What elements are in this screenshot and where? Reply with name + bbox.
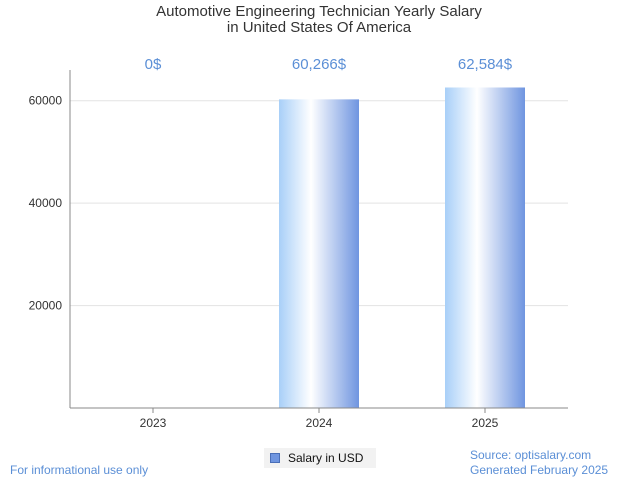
legend[interactable]: Salary in USD bbox=[264, 448, 376, 468]
x-tick-label: 2025 bbox=[472, 416, 499, 430]
x-tick-label: 2024 bbox=[306, 416, 333, 430]
data-label: 60,266$ bbox=[292, 56, 347, 73]
footer-note: For informational use only bbox=[10, 463, 149, 477]
data-label: 0$ bbox=[145, 56, 162, 73]
footer-source: Source: optisalary.com bbox=[470, 448, 592, 462]
y-tick-label: 60000 bbox=[29, 94, 63, 108]
bar bbox=[279, 99, 359, 409]
footer-generated: Generated February 2025 bbox=[470, 463, 609, 477]
y-tick-label: 40000 bbox=[29, 196, 63, 210]
chart-title-line2: in United States Of America bbox=[226, 19, 412, 36]
x-tick-label: 2023 bbox=[140, 416, 167, 430]
y-tick-label: 20000 bbox=[29, 299, 63, 313]
data-label: 62,584$ bbox=[458, 56, 513, 73]
bar bbox=[445, 87, 525, 408]
chart-title-line1: Automotive Engineering Technician Yearly… bbox=[156, 3, 482, 20]
legend-label: Salary in USD bbox=[288, 451, 364, 465]
legend-swatch bbox=[270, 453, 280, 463]
